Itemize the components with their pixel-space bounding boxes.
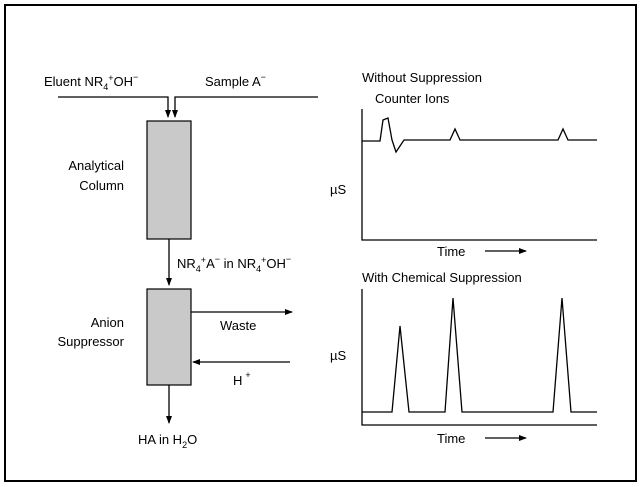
top-chart-ylabel: µS: [330, 182, 346, 197]
column-label-2: Column: [79, 178, 124, 193]
eluent-label: Eluent NR4+OH−: [44, 72, 138, 92]
bottom-chart-title: With Chemical Suppression: [362, 270, 522, 285]
analytical-column: [146, 120, 192, 240]
sample-label: Sample A−: [205, 72, 266, 89]
top-chart-axes: [361, 109, 597, 241]
regenerant-label: H +: [233, 370, 251, 388]
column-label-1: Analytical: [68, 158, 124, 173]
suppressor-label-1: Anion: [91, 315, 124, 330]
eluent-inlet-line: [58, 96, 171, 118]
waste-label: Waste: [220, 318, 256, 333]
top-chart-xlabel: Time: [437, 244, 465, 259]
bottom-chart-ylabel: µS: [330, 348, 346, 363]
top-chart-trace: [362, 117, 597, 154]
bottom-chart-axes: [361, 289, 597, 426]
diagram-frame: [4, 4, 637, 482]
suppressor-label-2: Suppressor: [58, 334, 125, 349]
top-chart-title: Without Suppression: [362, 70, 482, 85]
sample-inlet-line: [172, 96, 318, 118]
anion-suppressor: [146, 288, 192, 386]
top-chart-subtitle: Counter Ions: [375, 91, 450, 106]
bottom-chart-trace: [362, 297, 597, 413]
intermediate-label: NR4+A− in NR4+OH−: [177, 254, 291, 274]
bottom-chart-xlabel: Time: [437, 431, 465, 446]
output-label: HA in H2O: [138, 432, 197, 450]
